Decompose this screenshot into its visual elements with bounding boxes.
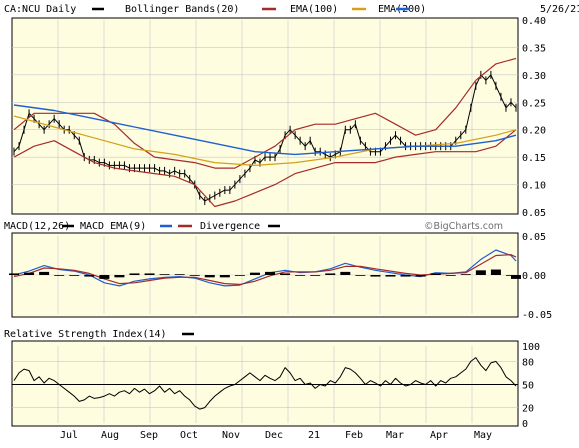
y-tick-label: 0.40 <box>522 16 546 27</box>
watermark: ©BigCharts.com <box>424 221 503 232</box>
x-axis-labels: Jul Aug Sep Oct Nov Dec 21 Feb Mar Apr May <box>60 430 492 441</box>
divergence-bar <box>189 275 200 276</box>
rsi-title: Relative Strength Index(14) <box>4 329 167 340</box>
divergence-bar <box>54 275 65 276</box>
divergence-bar <box>415 275 426 277</box>
x-tick-label: May <box>474 430 492 441</box>
ema100-line <box>13 115 517 166</box>
divergence-bar <box>84 275 95 277</box>
divergence-bar <box>511 275 521 279</box>
x-tick-label: Apr <box>430 430 448 441</box>
divergence-bar <box>505 275 516 276</box>
price-y-axis: 0.40 0.35 0.30 0.25 0.20 0.15 0.10 0.05 <box>522 16 546 219</box>
price-title: CA:NCU Daily <box>4 4 76 15</box>
divergence-bar <box>39 271 50 275</box>
rsi-grid <box>12 346 518 423</box>
divergence-bar <box>24 272 35 275</box>
x-tick-label: Nov <box>222 430 240 441</box>
macd-title: MACD(12,26) <box>4 221 70 232</box>
divergence-bar <box>114 275 125 278</box>
divergence-bar <box>400 275 411 277</box>
x-tick-label: 21 <box>308 430 320 441</box>
price-panel <box>11 17 519 215</box>
divergence-bar <box>355 275 366 276</box>
macd-ema-legend: MACD EMA(9) <box>80 221 146 232</box>
y-tick-label: 20 <box>522 404 534 415</box>
y-tick-label: 0.35 <box>522 43 546 54</box>
divergence-bar <box>310 275 321 276</box>
divergence-bar <box>325 273 336 275</box>
divergence-bar <box>234 275 245 276</box>
divergence-bar <box>99 275 110 279</box>
divergence-legend: Divergence <box>200 221 260 232</box>
divergence-bar <box>430 273 441 275</box>
rsi-line <box>13 357 517 410</box>
macd-series-group <box>9 249 521 287</box>
ema200-line <box>13 104 517 156</box>
rsi-panel <box>11 340 519 427</box>
y-tick-label: 0.00 <box>522 271 546 282</box>
divergence-bar <box>204 275 215 278</box>
divergence-bar <box>265 271 276 275</box>
y-tick-label: 0.10 <box>522 181 546 192</box>
x-tick-label: Mar <box>386 430 404 441</box>
y-tick-label: 0 <box>522 419 528 430</box>
y-tick-label: 80 <box>522 357 534 368</box>
y-tick-label: 50 <box>522 381 534 392</box>
y-tick-label: 0.30 <box>522 71 546 82</box>
ema100-legend: EMA(100) <box>290 4 338 15</box>
bollinger-legend: Bollinger Bands(20) <box>125 4 239 15</box>
y-tick-label: 0.25 <box>522 98 546 109</box>
divergence-bar <box>385 275 396 277</box>
divergence-bar <box>174 274 185 276</box>
bollinger-lower <box>13 129 517 208</box>
rsi-series-group <box>13 357 517 410</box>
divergence-bar <box>445 275 456 276</box>
x-tick-label: Sep <box>140 430 158 441</box>
y-tick-label: 0.15 <box>522 153 546 164</box>
y-tick-label: 0.20 <box>522 126 546 137</box>
x-tick-label: Aug <box>101 430 119 441</box>
x-tick-label: Jul <box>60 430 78 441</box>
y-tick-label: 0.05 <box>522 232 546 243</box>
divergence-bar <box>475 270 486 275</box>
price-series-group <box>13 57 517 208</box>
divergence-bar <box>460 274 471 276</box>
x-tick-label: Oct <box>180 430 198 441</box>
divergence-bar <box>295 275 306 276</box>
divergence-bar <box>159 274 170 276</box>
x-tick-label: Dec <box>265 430 283 441</box>
bollinger-upper <box>13 57 517 169</box>
divergence-bar <box>69 275 80 276</box>
divergence-bar <box>490 269 501 275</box>
x-tick-label: Feb <box>345 430 363 441</box>
divergence-bar <box>249 272 260 275</box>
divergence-bar <box>129 273 140 275</box>
y-tick-label: -0.05 <box>522 310 552 321</box>
rsi-y-axis: 100 80 50 20 0 <box>522 342 540 430</box>
divergence-bar <box>340 271 351 275</box>
divergence-bar <box>370 275 381 277</box>
y-tick-label: 0.05 <box>522 208 546 219</box>
chart-date: 5/26/21 <box>540 4 579 15</box>
divergence-bar <box>144 273 155 275</box>
y-tick-label: 100 <box>522 342 540 353</box>
macd-y-axis: 0.05 0.00 -0.05 <box>522 232 552 321</box>
divergence-bar <box>280 273 291 275</box>
divergence-bar <box>9 273 19 275</box>
divergence-bar <box>219 275 230 278</box>
